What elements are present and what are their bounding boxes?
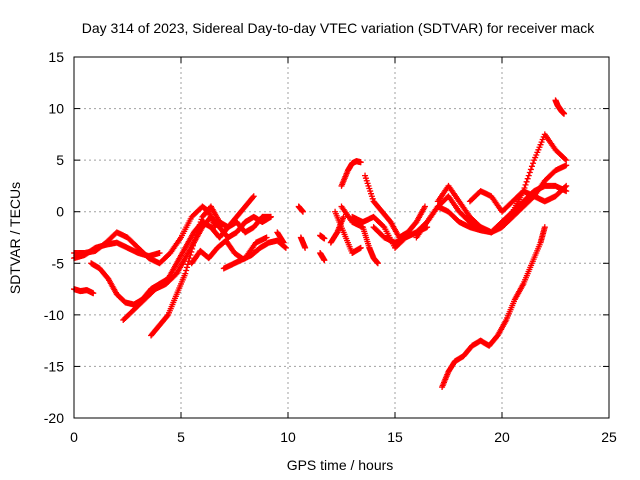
data-point <box>186 255 193 262</box>
series-arc-9 <box>274 229 287 246</box>
data-point <box>282 244 289 251</box>
data-point <box>156 249 163 256</box>
y-tick-label: -15 <box>44 358 64 374</box>
data-point <box>250 193 257 200</box>
series-arc-3 <box>71 286 97 297</box>
data-point <box>280 239 287 246</box>
data-point <box>321 235 328 242</box>
chart-title: Day 314 of 2023, Sidereal Day-to-day VTE… <box>82 20 595 36</box>
series-arc-8 <box>220 234 270 272</box>
data-point <box>374 260 381 267</box>
data-point <box>188 248 195 255</box>
data-point <box>541 224 548 231</box>
y-tick-label: 5 <box>56 152 64 168</box>
data-point <box>321 257 328 264</box>
data-point <box>523 178 530 185</box>
data-point <box>561 110 568 117</box>
series-layer <box>71 97 570 391</box>
ticks-layer: 0 5 10 15 20 25 -20 -15 -10 -5 0 5 10 15 <box>44 49 617 445</box>
x-tick-label: 20 <box>494 429 510 445</box>
data-point <box>282 244 289 251</box>
data-point <box>563 182 570 189</box>
data-point <box>563 157 570 164</box>
series-arc-26 <box>552 97 568 117</box>
data-point <box>562 183 569 190</box>
series-arc-12 <box>317 249 328 264</box>
data-point <box>340 213 347 220</box>
data-point <box>164 312 171 319</box>
x-tick-label: 10 <box>280 429 296 445</box>
data-point <box>184 261 191 268</box>
x-tick-label: 5 <box>177 429 185 445</box>
data-point <box>302 244 309 251</box>
data-point <box>563 162 570 169</box>
data-point <box>530 160 537 167</box>
data-point <box>508 209 515 216</box>
data-point <box>421 203 428 210</box>
x-tick-label: 0 <box>70 429 78 445</box>
data-point <box>189 245 196 252</box>
series-arc-16 <box>338 158 364 189</box>
series-arc-20 <box>362 172 428 241</box>
data-point <box>187 252 194 259</box>
series-arc-18 <box>366 244 381 267</box>
series-arc-13 <box>317 232 328 242</box>
data-point <box>189 242 196 249</box>
data-point <box>249 194 256 201</box>
data-point <box>524 175 531 182</box>
data-point <box>183 267 190 274</box>
data-point <box>526 169 533 176</box>
series-arc-10 <box>295 203 306 215</box>
series-arc-24 <box>466 182 570 215</box>
y-tick-label: -10 <box>44 307 64 323</box>
x-axis-label: GPS time / hours <box>287 457 394 473</box>
series-arc-17 <box>338 203 373 251</box>
plot-frame <box>73 56 610 419</box>
data-point <box>183 264 190 271</box>
data-point <box>562 156 569 163</box>
data-point <box>357 244 364 251</box>
y-tick-label: -5 <box>52 255 65 271</box>
y-axis-label: SDTVAR / TECUs <box>7 182 23 294</box>
series-arc-7 <box>188 237 289 267</box>
data-point <box>527 166 534 173</box>
series-arc-6 <box>148 203 274 339</box>
data-point <box>263 234 270 241</box>
series-arc-14 <box>327 213 347 246</box>
series-arc-15 <box>332 208 364 256</box>
x-tick-label: 15 <box>387 429 403 445</box>
data-point <box>563 188 570 195</box>
x-tick-label: 25 <box>601 429 617 445</box>
data-point <box>522 181 529 188</box>
data-point <box>528 163 535 170</box>
y-tick-label: 15 <box>48 49 64 65</box>
grid-layer <box>74 57 609 418</box>
y-tick-label: 0 <box>56 204 64 220</box>
y-tick-label: 10 <box>48 101 64 117</box>
series-arc-11 <box>297 234 309 251</box>
data-point <box>90 290 97 297</box>
data-point <box>525 172 532 179</box>
data-point <box>267 213 274 220</box>
data-point <box>299 208 306 215</box>
y-tick-label: -20 <box>44 410 64 426</box>
data-point <box>182 270 189 277</box>
data-point <box>357 159 364 166</box>
data-point <box>380 223 387 230</box>
series-arc-25 <box>439 224 548 391</box>
